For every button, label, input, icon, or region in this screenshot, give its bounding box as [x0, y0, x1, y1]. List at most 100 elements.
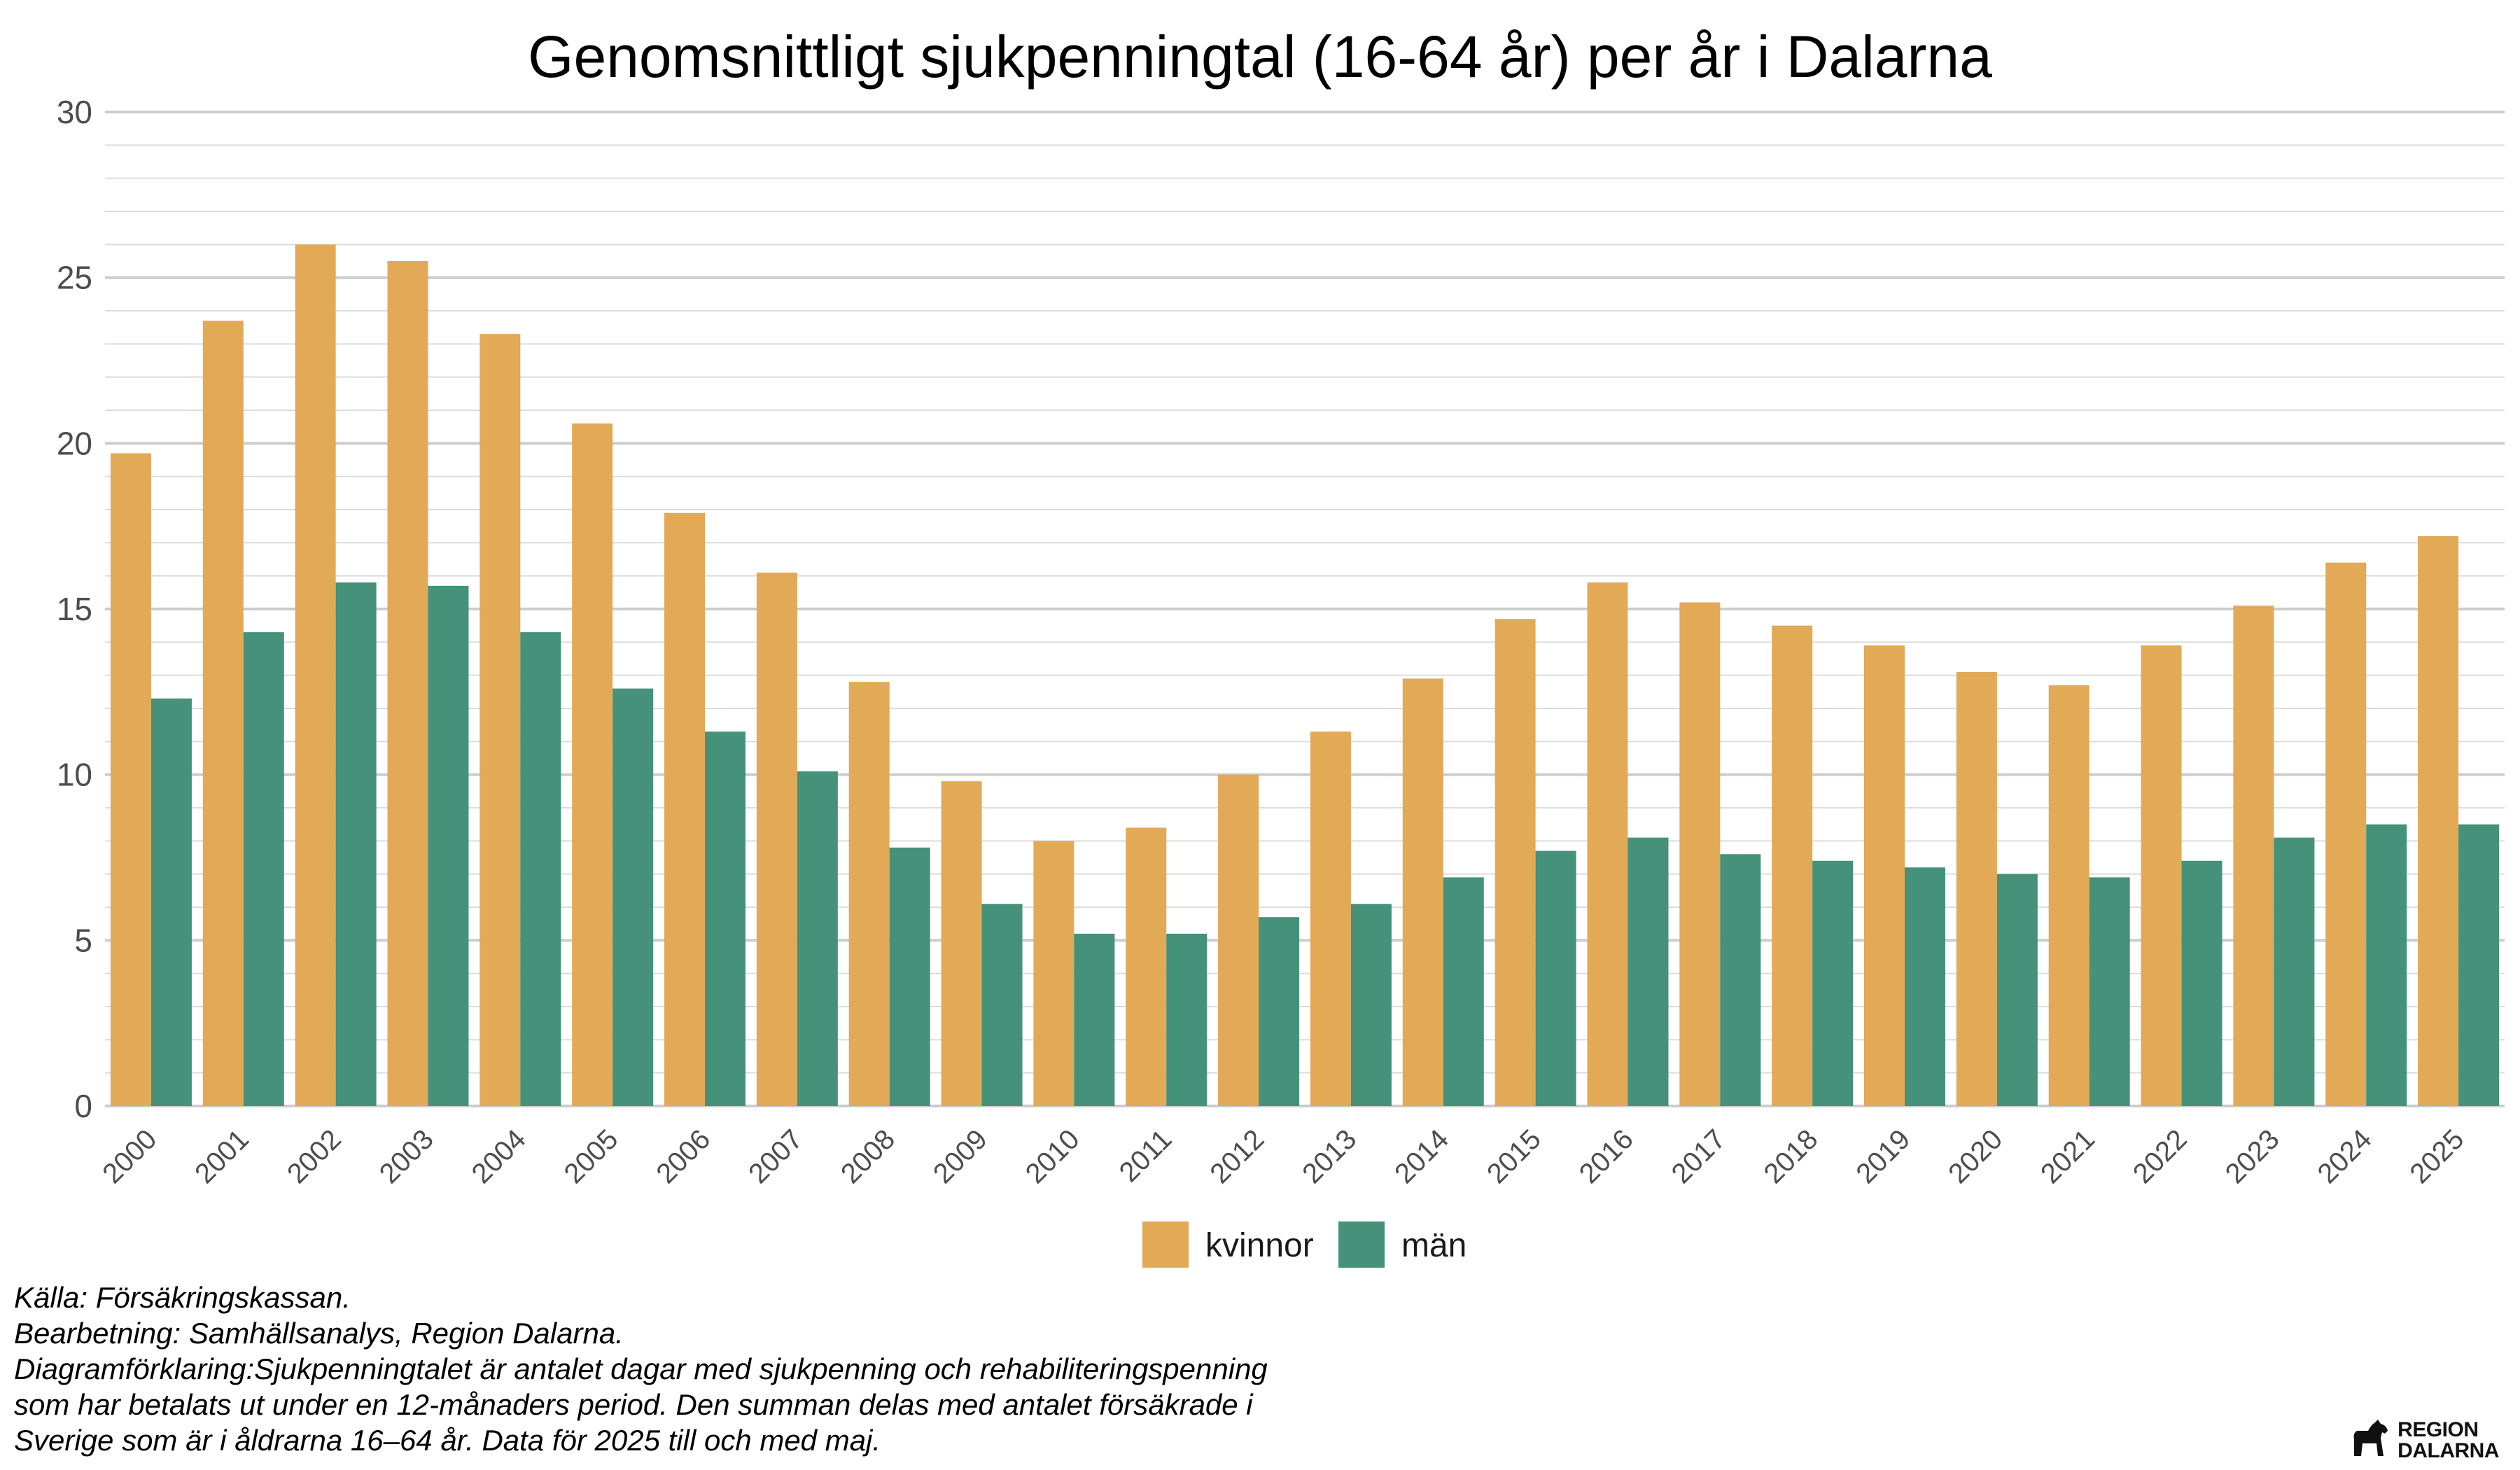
- bar-män-2002: [335, 582, 377, 1106]
- bar-män-2000: [150, 698, 192, 1106]
- bar-kvinnor-2009: [941, 781, 982, 1106]
- bar-män-2014: [1443, 877, 1484, 1106]
- x-tick-label: 2024: [2312, 1124, 2378, 1189]
- x-tick-label: 2025: [2404, 1124, 2470, 1189]
- x-axis-ticks: 2000 2001 2002 2003 2004 2005 2006 2007 2008 2009…: [97, 1124, 2470, 1189]
- caption-explanation-1: Diagramförklaring:Sjukpenningtalet är an…: [14, 1352, 1268, 1385]
- bar-kvinnor-2025: [2418, 536, 2459, 1106]
- bar-män-2021: [2089, 877, 2130, 1106]
- legend-swatch-män: [1338, 1222, 1385, 1268]
- bar-kvinnor-2010: [1033, 841, 1074, 1106]
- x-tick-label: 2022: [2127, 1124, 2193, 1189]
- x-tick-label: 2015: [1481, 1124, 1547, 1189]
- x-tick-label: 2018: [1758, 1124, 1823, 1189]
- bar-kvinnor-2023: [2233, 606, 2274, 1106]
- x-tick-label: 2013: [1296, 1124, 1362, 1189]
- x-tick-label: 2000: [97, 1124, 162, 1189]
- caption: Källa: Försäkringskassan. Bearbetning: S…: [14, 1280, 1554, 1458]
- caption-processing: Bearbetning: Samhällsanalys, Region Dala…: [14, 1317, 624, 1350]
- x-tick-label: 2019: [1850, 1124, 1916, 1189]
- logo-line-1: REGION: [2398, 1418, 2479, 1441]
- y-axis-ticks: 0 5 10 15 20 25 30: [57, 94, 92, 1124]
- x-tick-label: 2020: [1942, 1124, 2008, 1189]
- x-tick-label: 2002: [281, 1124, 347, 1189]
- y-tick-label: 15: [57, 591, 92, 627]
- x-tick-label: 2006: [650, 1124, 716, 1189]
- bar-kvinnor-2016: [1587, 582, 1628, 1106]
- bar-kvinnor-2012: [1218, 774, 1259, 1106]
- bar-kvinnor-2001: [202, 321, 244, 1107]
- legend-label-män: män: [1401, 1227, 1466, 1264]
- dala-horse-icon: [2353, 1420, 2388, 1456]
- bar-män-2016: [1628, 837, 1669, 1106]
- bar-kvinnor-2020: [1956, 671, 1997, 1106]
- legend-label-kvinnor: kvinnor: [1205, 1227, 1314, 1264]
- chart-title: Genomsnittligt sjukpenningtal (16-64 år)…: [528, 24, 1992, 90]
- bar-män-2004: [520, 632, 561, 1106]
- x-tick-label: 2003: [374, 1124, 440, 1189]
- bar-män-2009: [981, 904, 1023, 1106]
- bar-kvinnor-2022: [2141, 645, 2182, 1106]
- bar-män-2008: [889, 847, 930, 1106]
- y-tick-label: 25: [57, 260, 92, 296]
- x-tick-label: 2014: [1389, 1124, 1455, 1189]
- y-tick-label: 20: [57, 425, 92, 461]
- x-tick-label: 2021: [2035, 1124, 2101, 1189]
- caption-explanation-3: Sverige som är i åldrarna 16–64 år. Data…: [14, 1424, 881, 1457]
- bar-kvinnor-2007: [756, 572, 797, 1106]
- bar-kvinnor-2024: [2325, 562, 2367, 1106]
- caption-explanation-2: som har betalats ut under en 12-månaders…: [14, 1388, 1253, 1421]
- x-tick-label: 2007: [743, 1124, 808, 1189]
- y-tick-label: 30: [57, 94, 92, 130]
- x-tick-label: 2008: [835, 1124, 901, 1189]
- bar-män-2018: [1812, 860, 1854, 1106]
- bar-kvinnor-2015: [1494, 619, 1536, 1106]
- x-tick-label: 2001: [189, 1124, 255, 1189]
- bar-kvinnor-2018: [1772, 625, 1813, 1106]
- bar-män-2015: [1535, 850, 1576, 1106]
- x-tick-label: 2005: [558, 1124, 624, 1189]
- x-tick-label: 2009: [927, 1124, 993, 1189]
- caption-source: Källa: Försäkringskassan.: [14, 1281, 351, 1314]
- legend: kvinnor män: [1142, 1222, 1466, 1268]
- bar-män-2010: [1074, 933, 1115, 1106]
- bar-kvinnor-2019: [1864, 645, 1905, 1106]
- bar-män-2017: [1720, 854, 1761, 1106]
- bar-män-2024: [2366, 824, 2407, 1106]
- bar-män-2023: [2274, 837, 2315, 1106]
- y-tick-label: 0: [74, 1088, 92, 1124]
- bar-män-2025: [2458, 824, 2500, 1106]
- y-tick-label: 10: [57, 757, 92, 793]
- bar-kvinnor-2014: [1402, 678, 1443, 1106]
- bar-män-2001: [243, 632, 284, 1106]
- logo-line-2: DALARNA: [2398, 1439, 2499, 1462]
- bar-kvinnor-2003: [387, 261, 428, 1106]
- bar-män-2012: [1259, 917, 1300, 1106]
- bar-män-2013: [1350, 904, 1392, 1106]
- x-tick-label: 2017: [1666, 1124, 1732, 1189]
- x-tick-label: 2004: [466, 1124, 532, 1189]
- x-tick-label: 2023: [2220, 1124, 2286, 1189]
- region-dalarna-logo: REGION DALARNA: [2347, 1415, 2499, 1462]
- bar-kvinnor-2017: [1679, 602, 1721, 1106]
- bar-kvinnor-2006: [664, 512, 705, 1106]
- bar-män-2011: [1166, 933, 1208, 1106]
- bar-män-2019: [1905, 867, 1945, 1106]
- bars: [110, 244, 2500, 1107]
- bar-kvinnor-2021: [2048, 685, 2090, 1106]
- bar-män-2005: [612, 688, 654, 1106]
- bar-kvinnor-2004: [479, 334, 521, 1107]
- bar-kvinnor-2013: [1310, 732, 1351, 1106]
- x-tick-label: 2016: [1574, 1124, 1639, 1189]
- x-tick-label: 2011: [1114, 1124, 1178, 1188]
- bar-män-2022: [2181, 860, 2222, 1106]
- legend-swatch-kvinnor: [1142, 1222, 1189, 1268]
- bar-män-2003: [428, 585, 469, 1106]
- x-tick-label: 2012: [1204, 1124, 1270, 1189]
- bar-män-2007: [797, 771, 838, 1106]
- y-tick-label: 5: [74, 922, 92, 958]
- x-tick-label: 2010: [1020, 1124, 1086, 1189]
- bar-män-2020: [1996, 874, 2038, 1106]
- bar-män-2006: [705, 732, 746, 1106]
